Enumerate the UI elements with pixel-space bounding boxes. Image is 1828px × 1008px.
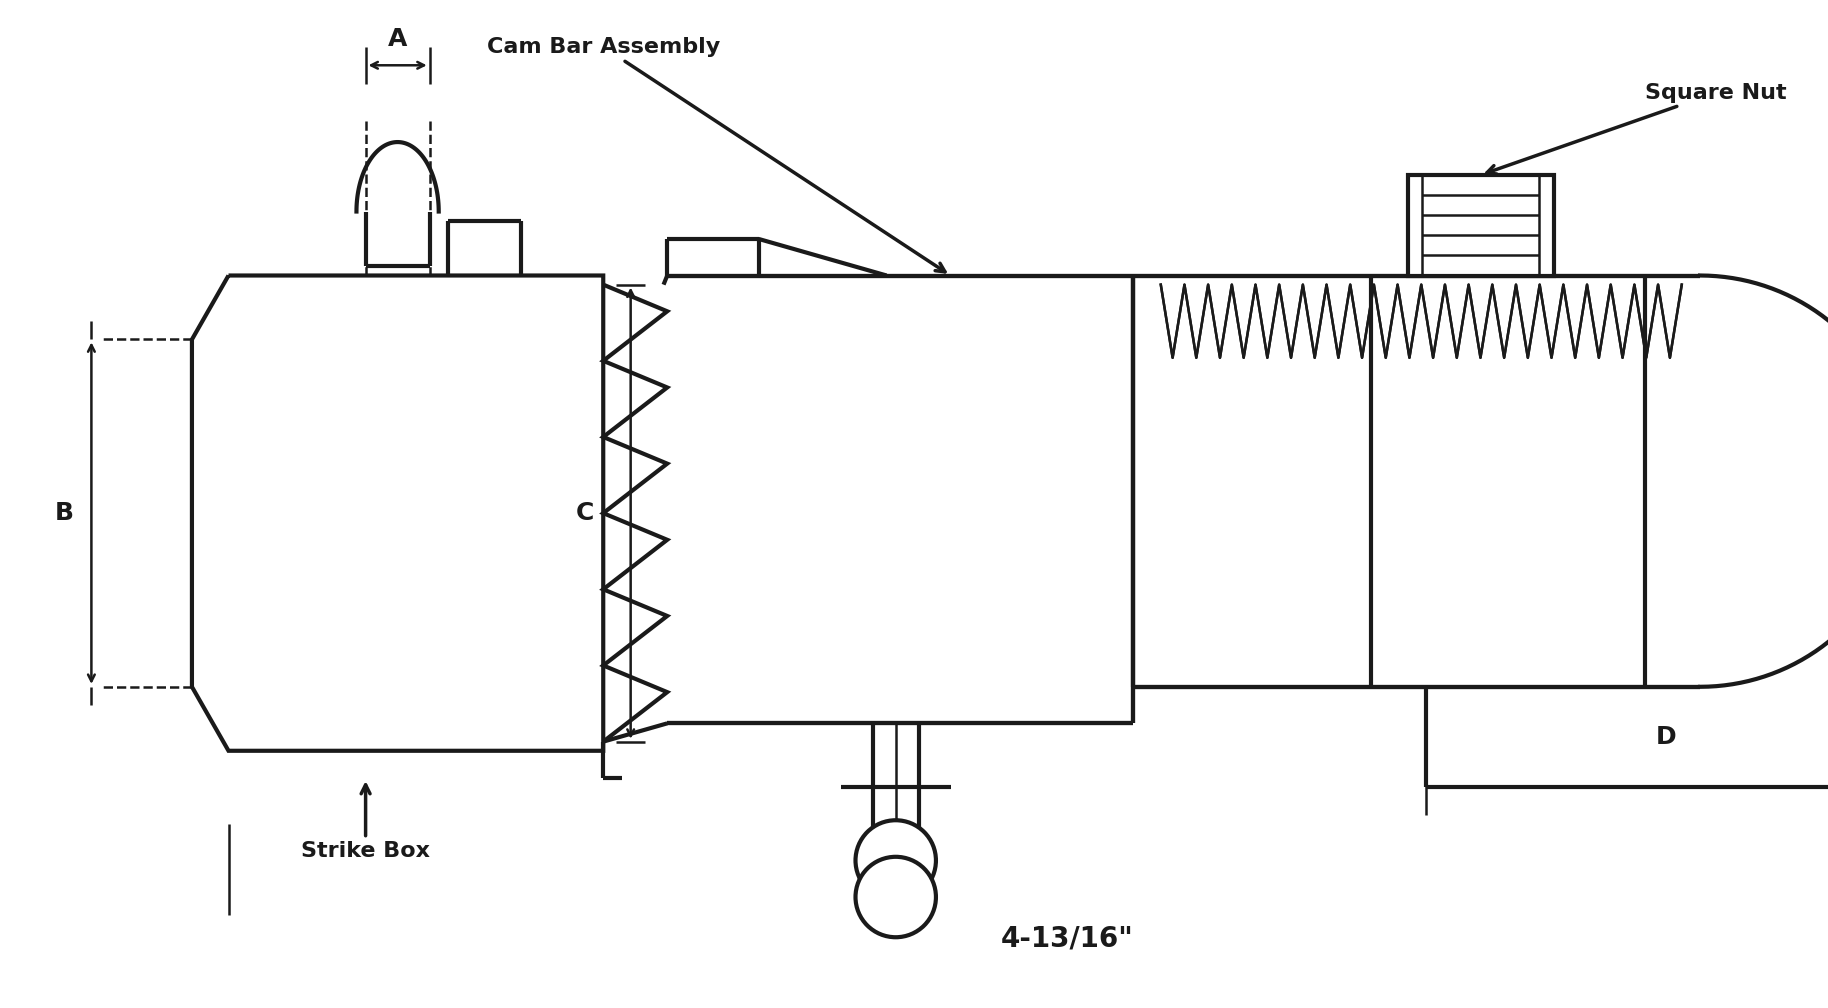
Polygon shape — [1133, 275, 1700, 686]
Circle shape — [856, 821, 936, 901]
Text: Strike Box: Strike Box — [302, 785, 430, 861]
Text: B: B — [55, 501, 73, 525]
Text: A: A — [388, 26, 408, 50]
Text: Square Nut: Square Nut — [1486, 83, 1786, 174]
Text: Cam Bar Assembly: Cam Bar Assembly — [486, 37, 945, 272]
Polygon shape — [192, 275, 603, 751]
Polygon shape — [667, 275, 1133, 724]
Bar — [1408, 175, 1554, 275]
Polygon shape — [1700, 275, 1828, 686]
Text: 4-13/16": 4-13/16" — [1000, 924, 1133, 953]
Circle shape — [856, 857, 936, 937]
Polygon shape — [603, 284, 667, 742]
Text: D: D — [1656, 725, 1676, 749]
Text: C: C — [576, 501, 594, 525]
